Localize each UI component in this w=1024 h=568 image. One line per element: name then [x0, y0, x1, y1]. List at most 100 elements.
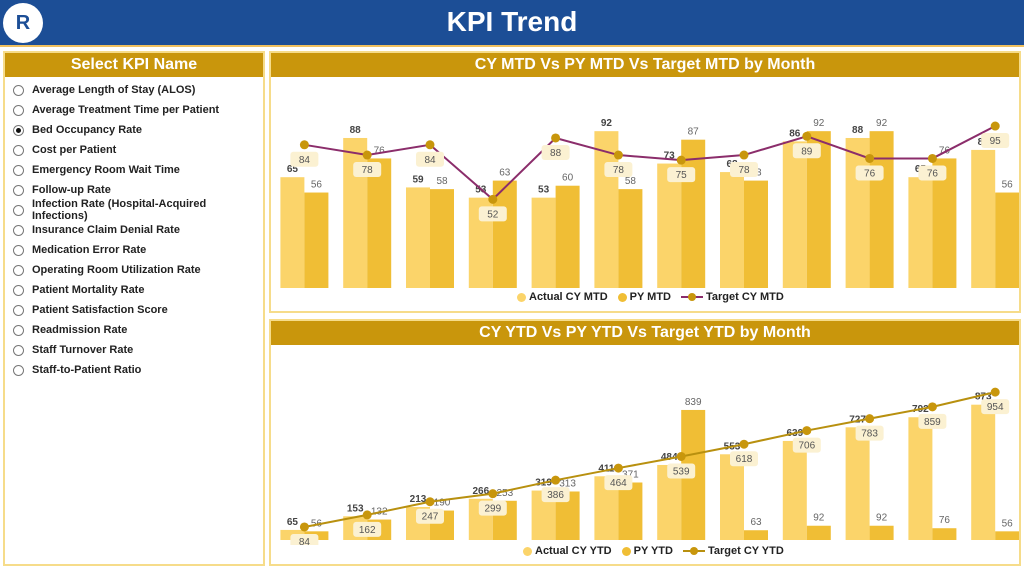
kpi-option[interactable]: Staff-to-Patient Ratio — [5, 360, 263, 380]
target-label: 859 — [918, 413, 947, 429]
target-label-text: 539 — [673, 466, 690, 477]
bar-actual — [971, 149, 996, 288]
radio-icon[interactable] — [13, 304, 24, 316]
target-label-bg — [541, 487, 570, 503]
target-label: 539 — [667, 463, 696, 479]
bar-py — [995, 192, 1020, 288]
bar-py — [555, 185, 580, 288]
radio-icon[interactable] — [13, 104, 24, 116]
radio-icon[interactable] — [13, 284, 24, 296]
bar-actual — [720, 454, 744, 540]
radio-icon[interactable] — [13, 164, 24, 176]
bar-actual — [343, 137, 368, 288]
bar-actual — [720, 172, 744, 288]
target-marker — [802, 131, 812, 141]
bar-py — [932, 528, 957, 540]
legend-target: Target CY YTD — [682, 545, 784, 557]
kpi-option[interactable]: Staff Turnover Rate — [5, 340, 263, 360]
ytd-chart-panel: CY YTD Vs PY YTD Vs Target YTD by Month … — [269, 319, 1021, 566]
ytd-chart-title: CY YTD Vs PY YTD Vs Target YTD by Month — [271, 321, 1019, 345]
radio-icon[interactable] — [13, 244, 24, 256]
target-label-text: 954 — [987, 402, 1004, 413]
target-label-text: 299 — [484, 504, 501, 515]
label-py: 60 — [562, 173, 574, 184]
target-label-bg — [478, 500, 507, 516]
target-marker — [802, 426, 812, 436]
radio-icon[interactable] — [13, 204, 24, 216]
label-actual: 88 — [852, 125, 864, 136]
radio-icon[interactable] — [13, 264, 24, 276]
kpi-option[interactable]: Bed Occupancy Rate — [5, 120, 263, 140]
label-actual: 53 — [538, 185, 550, 196]
bar-actual — [782, 141, 807, 288]
target-label: 52 — [478, 206, 507, 222]
radio-icon[interactable] — [13, 84, 24, 96]
radio-icon[interactable] — [13, 224, 24, 236]
radio-icon[interactable] — [13, 184, 24, 196]
label-py: 76 — [374, 145, 386, 156]
target-label: 78 — [604, 162, 633, 178]
kpi-option[interactable]: Infection Rate (Hospital-Acquired Infect… — [5, 198, 263, 222]
target-line — [304, 391, 996, 528]
radio-icon[interactable] — [13, 324, 24, 336]
label-actual: 213 — [410, 494, 427, 505]
kpi-option-label: Patient Satisfaction Score — [32, 304, 168, 316]
bar-py — [367, 158, 392, 288]
page-title: KPI Trend — [446, 6, 578, 37]
kpi-option[interactable]: Average Length of Stay (ALOS) — [5, 80, 263, 100]
bar-py — [304, 192, 329, 288]
bar-actual — [845, 137, 870, 288]
bar-actual — [782, 440, 807, 540]
kpi-option[interactable]: Cost per Patient — [5, 140, 263, 160]
label-actual: 873 — [975, 392, 992, 403]
bar-py — [995, 531, 1020, 540]
kpi-option-label: Readmission Rate — [32, 324, 128, 336]
label-py: 63 — [750, 517, 762, 528]
kpi-option[interactable]: Patient Satisfaction Score — [5, 300, 263, 320]
radio-icon[interactable] — [13, 344, 24, 356]
kpi-option[interactable]: Insurance Claim Denial Rate — [5, 220, 263, 240]
label-py: 56 — [1002, 180, 1014, 191]
bar-py — [869, 131, 894, 288]
kpi-option-label: Insurance Claim Denial Rate — [32, 224, 180, 236]
target-label-text: 84 — [424, 155, 436, 166]
bar-py — [430, 189, 454, 288]
target-label-bg — [792, 143, 821, 159]
legend-actual: Actual CY YTD — [523, 545, 612, 557]
kpi-option[interactable]: Operating Room Utilization Rate — [5, 260, 263, 280]
kpi-option-label: Average Length of Stay (ALOS) — [32, 84, 196, 96]
kpi-option[interactable]: Readmission Rate — [5, 320, 263, 340]
target-marker — [299, 140, 309, 150]
target-marker — [927, 153, 937, 163]
target-label: 89 — [792, 143, 821, 159]
target-label-text: 464 — [610, 478, 627, 489]
radio-icon[interactable] — [13, 144, 24, 156]
bar-py — [618, 482, 643, 540]
radio-icon[interactable] — [13, 364, 24, 376]
target-label-bg — [478, 206, 507, 222]
bar-py — [869, 525, 894, 540]
target-label: 75 — [667, 167, 696, 183]
target-label-bg — [981, 133, 1010, 149]
kpi-option[interactable]: Medication Error Rate — [5, 240, 263, 260]
target-label-text: 75 — [676, 170, 688, 181]
legend-target: Target CY MTD — [681, 291, 784, 303]
target-label-text: 247 — [422, 512, 439, 523]
legend-actual: Actual CY MTD — [517, 291, 608, 303]
label-py: 58 — [625, 176, 637, 187]
kpi-option[interactable]: Follow-up Rate — [5, 180, 263, 200]
target-label-text: 162 — [359, 525, 376, 536]
target-label: 954 — [981, 399, 1010, 415]
label-py: 313 — [559, 478, 576, 489]
kpi-option[interactable]: Emergency Room Wait Time — [5, 160, 263, 180]
target-label-text: 76 — [864, 168, 876, 179]
target-marker — [551, 133, 561, 143]
kpi-option[interactable]: Patient Mortality Rate — [5, 280, 263, 300]
bar-py — [681, 139, 706, 288]
kpi-option-label: Average Treatment Time per Patient — [32, 104, 220, 116]
kpi-option[interactable]: Average Treatment Time per Patient — [5, 100, 263, 120]
radio-icon[interactable] — [13, 124, 24, 136]
target-label: 386 — [541, 487, 570, 503]
target-line — [304, 125, 996, 201]
bar-actual — [531, 197, 556, 288]
